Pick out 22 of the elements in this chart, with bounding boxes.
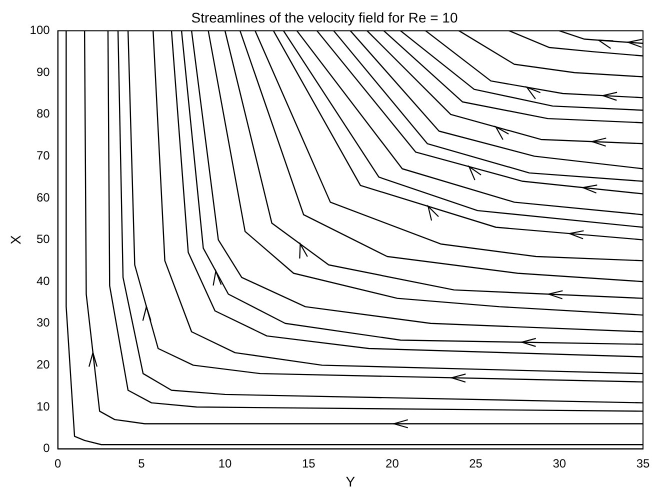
y-axis-title: X — [7, 234, 24, 244]
x-tick-label: 0 — [54, 456, 62, 470]
y-tick-label: 0 — [43, 441, 50, 456]
y-tick-label: 90 — [36, 64, 50, 79]
chart-title: Streamlines of the velocity field for Re = 10 — [191, 9, 458, 26]
x-tick-label: 5 — [138, 456, 146, 470]
y-tick-label: 50 — [36, 232, 50, 246]
x-tick-label: 30 — [552, 456, 566, 470]
y-tick-label: 30 — [36, 316, 50, 330]
x-tick-label: 20 — [386, 456, 400, 470]
y-tick-label: 20 — [36, 358, 50, 372]
y-tick-label: 10 — [36, 399, 50, 414]
y-tick-label: 100 — [30, 23, 50, 38]
x-tick-label: 15 — [302, 456, 316, 470]
x-tick-label: 25 — [469, 456, 483, 470]
y-tick-label: 60 — [36, 190, 50, 204]
y-tick-label: 70 — [36, 148, 50, 163]
y-tick-label: 80 — [36, 106, 50, 121]
y-tick-label: 40 — [36, 274, 50, 288]
x-tick-label: 10 — [218, 456, 232, 470]
x-tick-label: 35 — [636, 456, 650, 470]
x-axis-title: Y — [346, 473, 356, 490]
